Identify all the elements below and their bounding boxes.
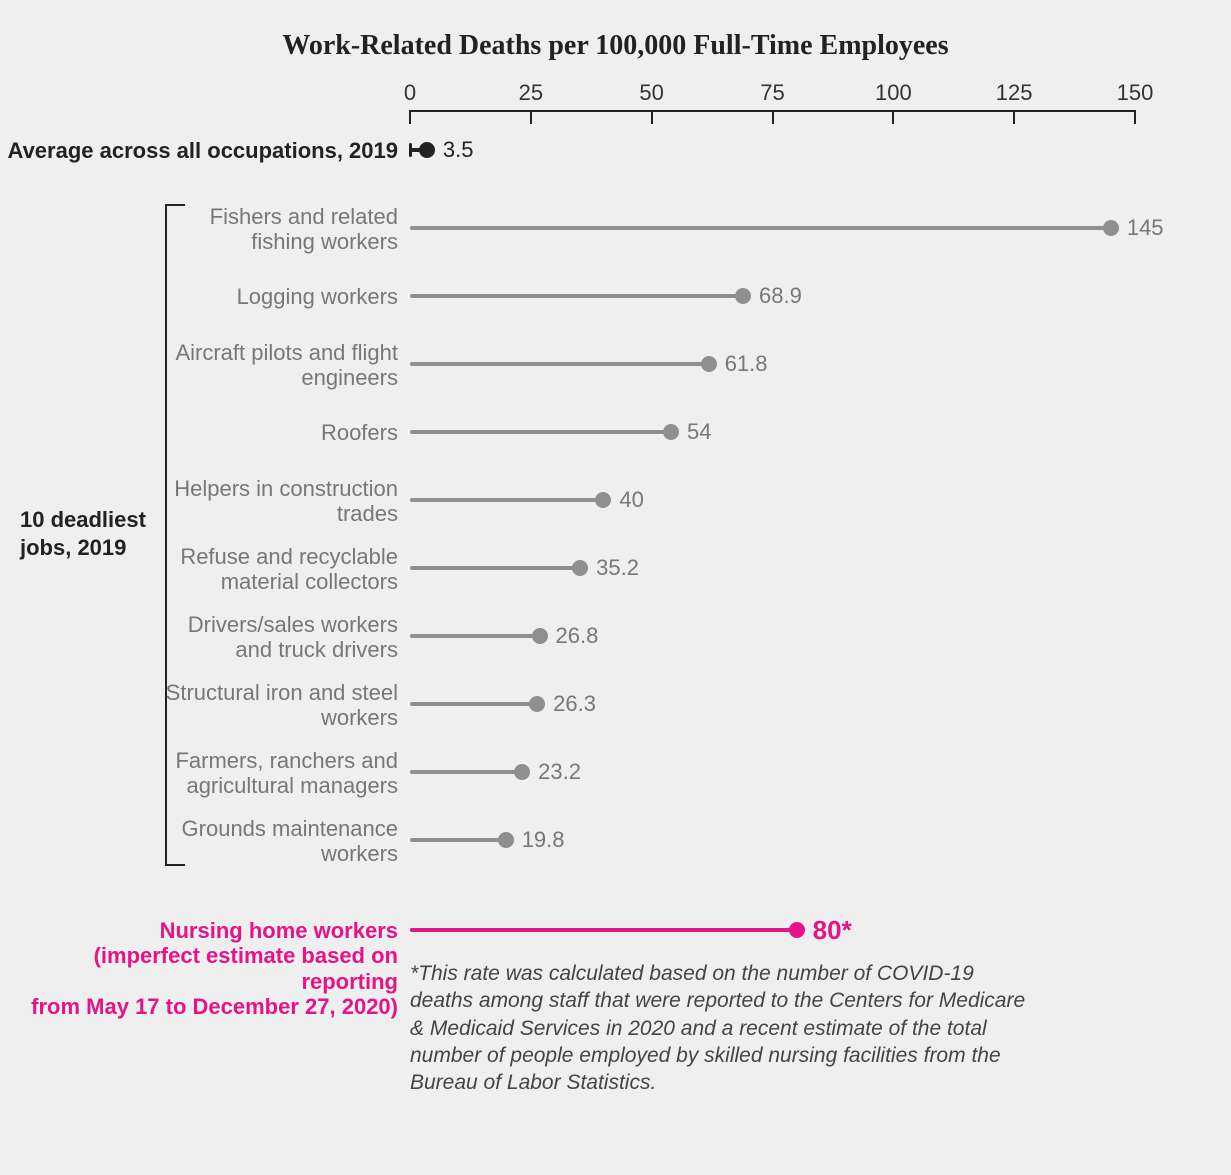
- row-label: Grounds maintenanceworkers: [0, 816, 398, 867]
- x-axis-tick-label: 25: [501, 80, 561, 106]
- chart-title: Work-Related Deaths per 100,000 Full-Tim…: [0, 30, 1231, 62]
- highlight-label: Nursing home workers(imperfect estimate …: [0, 918, 398, 1019]
- x-axis-tick-label: 100: [863, 80, 923, 106]
- x-axis-tick: [772, 110, 774, 124]
- lollipop-dot: [789, 922, 805, 938]
- row-label: Aircraft pilots and flightengineers: [0, 340, 398, 391]
- bracket-top: [165, 204, 185, 206]
- lollipop-line: [410, 294, 743, 298]
- value-label: 26.3: [553, 691, 596, 717]
- row-label: Farmers, ranchers andagricultural manage…: [0, 748, 398, 799]
- lollipop-dot: [1103, 220, 1119, 236]
- lollipop-line: [410, 634, 540, 638]
- x-axis-tick: [1134, 110, 1136, 124]
- value-label: 54: [687, 419, 711, 445]
- lollipop-line: [410, 838, 506, 842]
- value-label: 40: [619, 487, 643, 513]
- value-label: 3.5: [443, 137, 474, 163]
- lollipop-dot: [735, 288, 751, 304]
- row-label: Average across all occupations, 2019: [0, 138, 398, 163]
- lollipop-line: [410, 566, 580, 570]
- value-label: 145: [1127, 215, 1164, 241]
- group-label: 10 deadliestjobs, 2019: [20, 506, 146, 561]
- x-axis-tick-label: 75: [743, 80, 803, 106]
- lollipop-line: [410, 928, 797, 932]
- lollipop-line: [410, 770, 522, 774]
- x-axis-tick: [530, 110, 532, 124]
- value-label: 35.2: [596, 555, 639, 581]
- row-label: Drivers/sales workersand truck drivers: [0, 612, 398, 663]
- footnote-text: *This rate was calculated based on the n…: [410, 960, 1030, 1096]
- row-label: Fishers and relatedfishing workers: [0, 204, 398, 255]
- row-label: Structural iron and steelworkers: [0, 680, 398, 731]
- value-label: 26.8: [556, 623, 599, 649]
- lollipop-dot: [701, 356, 717, 372]
- chart-container: Work-Related Deaths per 100,000 Full-Tim…: [0, 0, 1231, 1175]
- value-label: 19.8: [522, 827, 565, 853]
- bracket-vertical: [165, 204, 167, 864]
- bracket-bottom: [165, 864, 185, 866]
- value-label: 80*: [813, 915, 852, 946]
- row-label: Logging workers: [0, 284, 398, 309]
- lollipop-line: [410, 498, 603, 502]
- lollipop-dot: [595, 492, 611, 508]
- x-axis-tick: [651, 110, 653, 124]
- x-axis-tick-label: 150: [1105, 80, 1165, 106]
- lollipop-dot: [529, 696, 545, 712]
- lollipop-dot: [514, 764, 530, 780]
- lollipop-line: [410, 226, 1111, 230]
- lollipop-line: [410, 430, 671, 434]
- row-label: Roofers: [0, 420, 398, 445]
- x-axis-tick-label: 125: [984, 80, 1044, 106]
- value-label: 61.8: [725, 351, 768, 377]
- x-axis-tick: [892, 110, 894, 124]
- x-axis-tick-label: 50: [622, 80, 682, 106]
- lollipop-dot: [532, 628, 548, 644]
- lollipop-dot: [663, 424, 679, 440]
- lollipop-line: [410, 362, 709, 366]
- x-axis-tick: [1013, 110, 1015, 124]
- lollipop-dot: [572, 560, 588, 576]
- x-axis-tick: [409, 110, 411, 124]
- value-label: 68.9: [759, 283, 802, 309]
- lollipop-line: [410, 702, 537, 706]
- lollipop-dot: [419, 142, 435, 158]
- value-label: 23.2: [538, 759, 581, 785]
- lollipop-dot: [498, 832, 514, 848]
- x-axis-tick-label: 0: [380, 80, 440, 106]
